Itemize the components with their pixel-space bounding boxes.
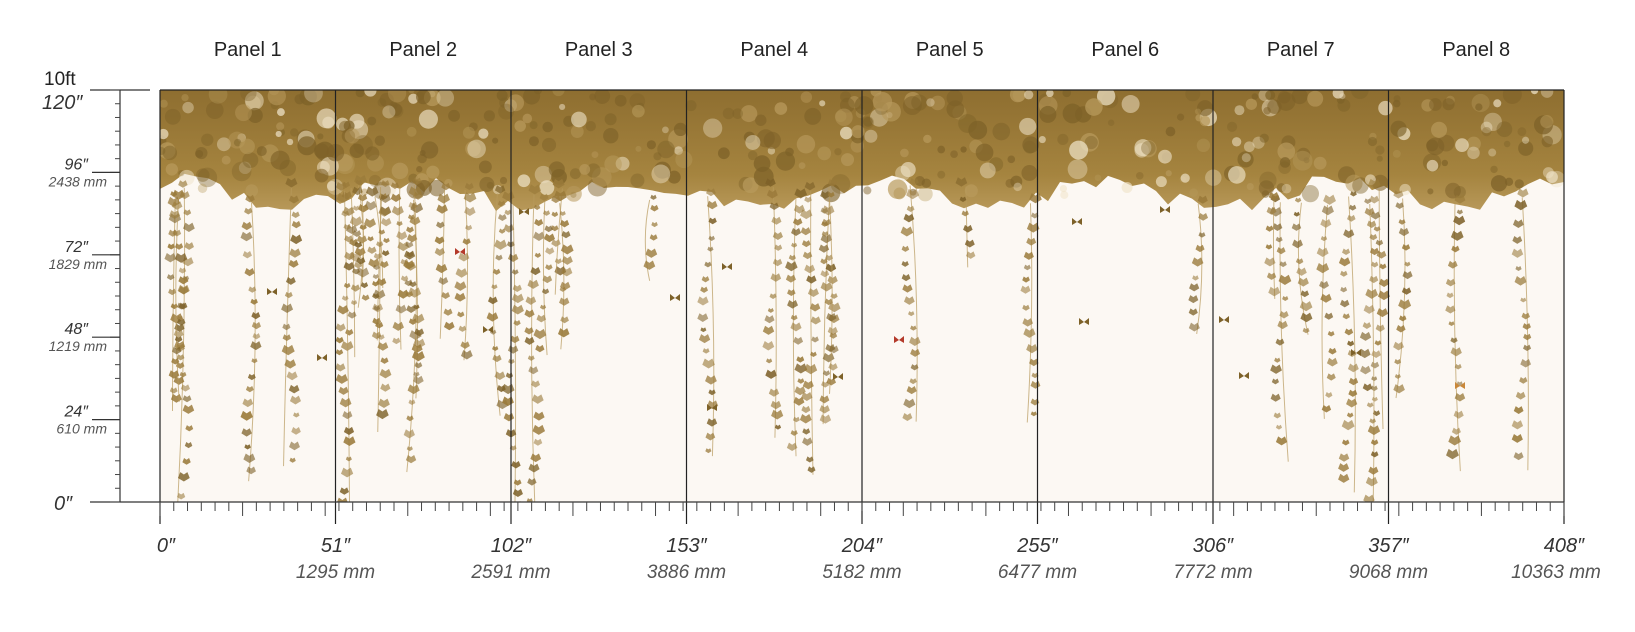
height-tick-mm: 1219 mm (49, 338, 108, 354)
vine (697, 188, 719, 457)
butterfly (1160, 206, 1170, 213)
panel-label: Panel 5 (916, 39, 984, 61)
vine (434, 182, 455, 339)
butterfly (1455, 382, 1465, 389)
vine (1393, 190, 1413, 399)
panel-label: Panel 4 (740, 39, 808, 61)
vine (501, 191, 524, 502)
vine (454, 182, 477, 361)
vine (1264, 192, 1281, 299)
butterfly (670, 294, 680, 301)
vine (390, 182, 410, 350)
butterfly (455, 248, 465, 255)
vine (1316, 194, 1338, 419)
mural-artwork (160, 90, 1564, 502)
width-ruler (159, 501, 1565, 516)
height-ruler (90, 89, 160, 503)
width-tick-mm: 2591 mm (470, 562, 550, 583)
vine (524, 184, 546, 502)
width-tick-inch: 408″ (1544, 535, 1585, 557)
butterfly (519, 208, 529, 215)
width-tick-mm: 7772 mm (1173, 562, 1252, 583)
butterfly (1351, 349, 1361, 356)
height-tick-mm: 1829 mm (49, 256, 108, 272)
width-tick-mm: 9068 mm (1349, 562, 1428, 583)
butterfly (1079, 318, 1089, 325)
width-tick-inch: 255″ (1016, 535, 1058, 557)
butterfly (483, 326, 493, 333)
vine (818, 179, 839, 394)
butterfly (267, 288, 277, 295)
vine (1445, 194, 1466, 472)
panel-label: Panel 6 (1091, 39, 1159, 61)
height-tick-inch: 96″ (65, 156, 90, 173)
width-tick-inch: 153″ (666, 535, 707, 557)
butterfly (1219, 316, 1229, 323)
width-tick-inch: 204″ (841, 535, 883, 557)
butterfly (894, 336, 904, 343)
vine (533, 193, 556, 356)
butterfly (707, 404, 717, 411)
panel-label: Panel 2 (389, 39, 457, 61)
width-tick-inch: 51″ (321, 535, 351, 557)
vine (1291, 197, 1313, 335)
hanging-vines (164, 174, 1532, 502)
vine (552, 178, 574, 295)
height-label-top: 120″ (42, 92, 83, 114)
vine (349, 179, 370, 308)
vine (1358, 198, 1381, 502)
vine (643, 194, 659, 281)
butterfly (1072, 218, 1082, 225)
butterfly (317, 354, 327, 361)
butterflies (267, 206, 1465, 411)
width-tick-inch: 0″ (157, 535, 176, 557)
butterfly (722, 263, 732, 270)
panel-label: Panel 8 (1442, 39, 1510, 61)
vine (955, 177, 976, 268)
vine (240, 194, 262, 482)
height-tick-mm: 2438 mm (48, 173, 108, 189)
vine (799, 181, 821, 475)
vine (1188, 195, 1209, 334)
vine (1020, 193, 1042, 423)
height-label-zero: 0″ (54, 493, 73, 515)
vine (762, 178, 784, 438)
width-tick-inch: 306″ (1193, 535, 1234, 557)
panel-label: Panel 7 (1267, 39, 1335, 61)
height-tick-mm: 610 mm (56, 421, 107, 437)
panel-label: Panel 3 (565, 39, 633, 61)
butterfly (1239, 372, 1249, 379)
width-tick-mm: 3886 mm (647, 562, 726, 583)
width-tick-mm: 6477 mm (998, 562, 1077, 583)
panel-label: Panel 1 (214, 39, 282, 61)
butterfly (833, 373, 843, 380)
width-tick-mm: 5182 mm (822, 562, 901, 583)
width-tick-inch: 102″ (491, 535, 532, 557)
width-tick-inch: 357″ (1368, 535, 1409, 557)
height-label-ft: 10ft (44, 69, 76, 90)
width-tick-mm: 1295 mm (296, 562, 375, 583)
vine (167, 191, 190, 402)
vine (785, 188, 808, 457)
vine (335, 181, 356, 502)
height-tick-inch: 72″ (65, 239, 90, 256)
vine (900, 178, 921, 422)
vine (1269, 194, 1292, 462)
vine (1511, 188, 1532, 471)
vine (372, 180, 392, 432)
vine (281, 177, 303, 467)
height-tick-inch: 24″ (64, 404, 90, 421)
height-tick-inch: 48″ (65, 321, 90, 338)
width-tick-mm: 10363 mm (1511, 562, 1601, 583)
vine (403, 177, 426, 473)
